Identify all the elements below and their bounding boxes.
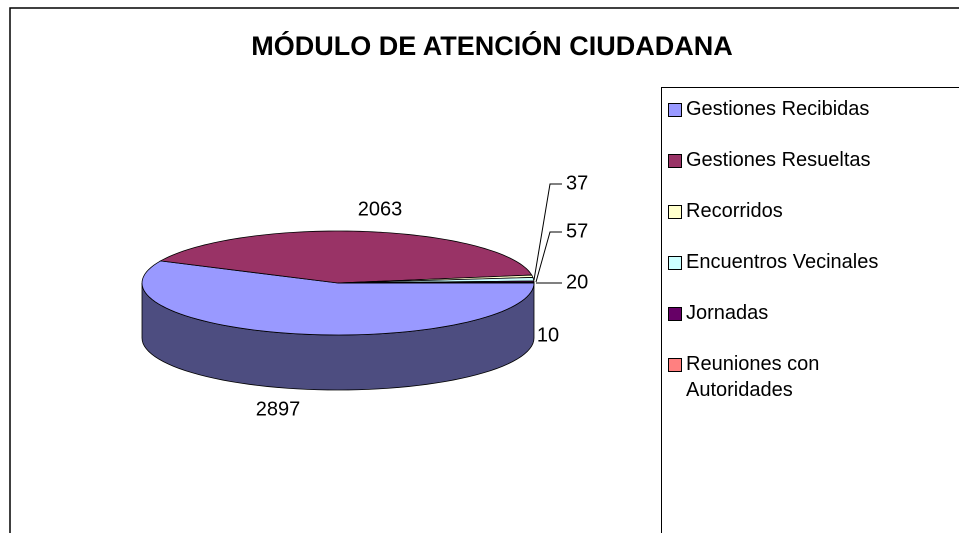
legend-item: Encuentros Vecinales: [668, 249, 958, 275]
legend: Gestiones Recibidas Gestiones Resueltas Re…: [661, 87, 959, 533]
data-label: 37: [566, 172, 588, 194]
chart-title: MÓDULO DE ATENCIÓN CIUDADANA: [251, 30, 732, 61]
legend-label: Recorridos: [686, 200, 783, 222]
legend-label: Reuniones con Autoridades: [686, 353, 820, 401]
legend-item: Gestiones Recibidas: [668, 96, 958, 122]
legend-swatch: [668, 256, 682, 270]
leader-line: [533, 183, 562, 281]
pie-slice: [159, 230, 533, 284]
data-label: 2897: [256, 398, 301, 420]
data-label: 2063: [358, 198, 403, 220]
legend-swatch: [668, 307, 682, 321]
pie-slice: [141, 260, 535, 336]
legend-swatch: [668, 358, 682, 372]
legend-item: Gestiones Resueltas: [668, 147, 958, 173]
pie-slice: [337, 277, 535, 284]
legend-label: Gestiones Resueltas: [686, 149, 871, 171]
pie-slice: [337, 281, 535, 284]
legend-item: Recorridos: [668, 198, 958, 224]
legend-label: Encuentros Vecinales: [686, 251, 879, 273]
legend-item: Jornadas: [668, 300, 958, 326]
data-label: 20: [566, 271, 588, 293]
legend-swatch: [668, 154, 682, 168]
legend-swatch: [668, 103, 682, 117]
legend-label: Gestiones Recibidas: [686, 98, 870, 120]
data-label: 57: [566, 220, 588, 242]
legend-label: Jornadas: [686, 302, 769, 324]
leader-line: [535, 231, 562, 283]
legend-swatch: [668, 205, 682, 219]
legend-item: Reuniones con Autoridades: [668, 351, 958, 403]
data-label: 10: [537, 324, 559, 346]
